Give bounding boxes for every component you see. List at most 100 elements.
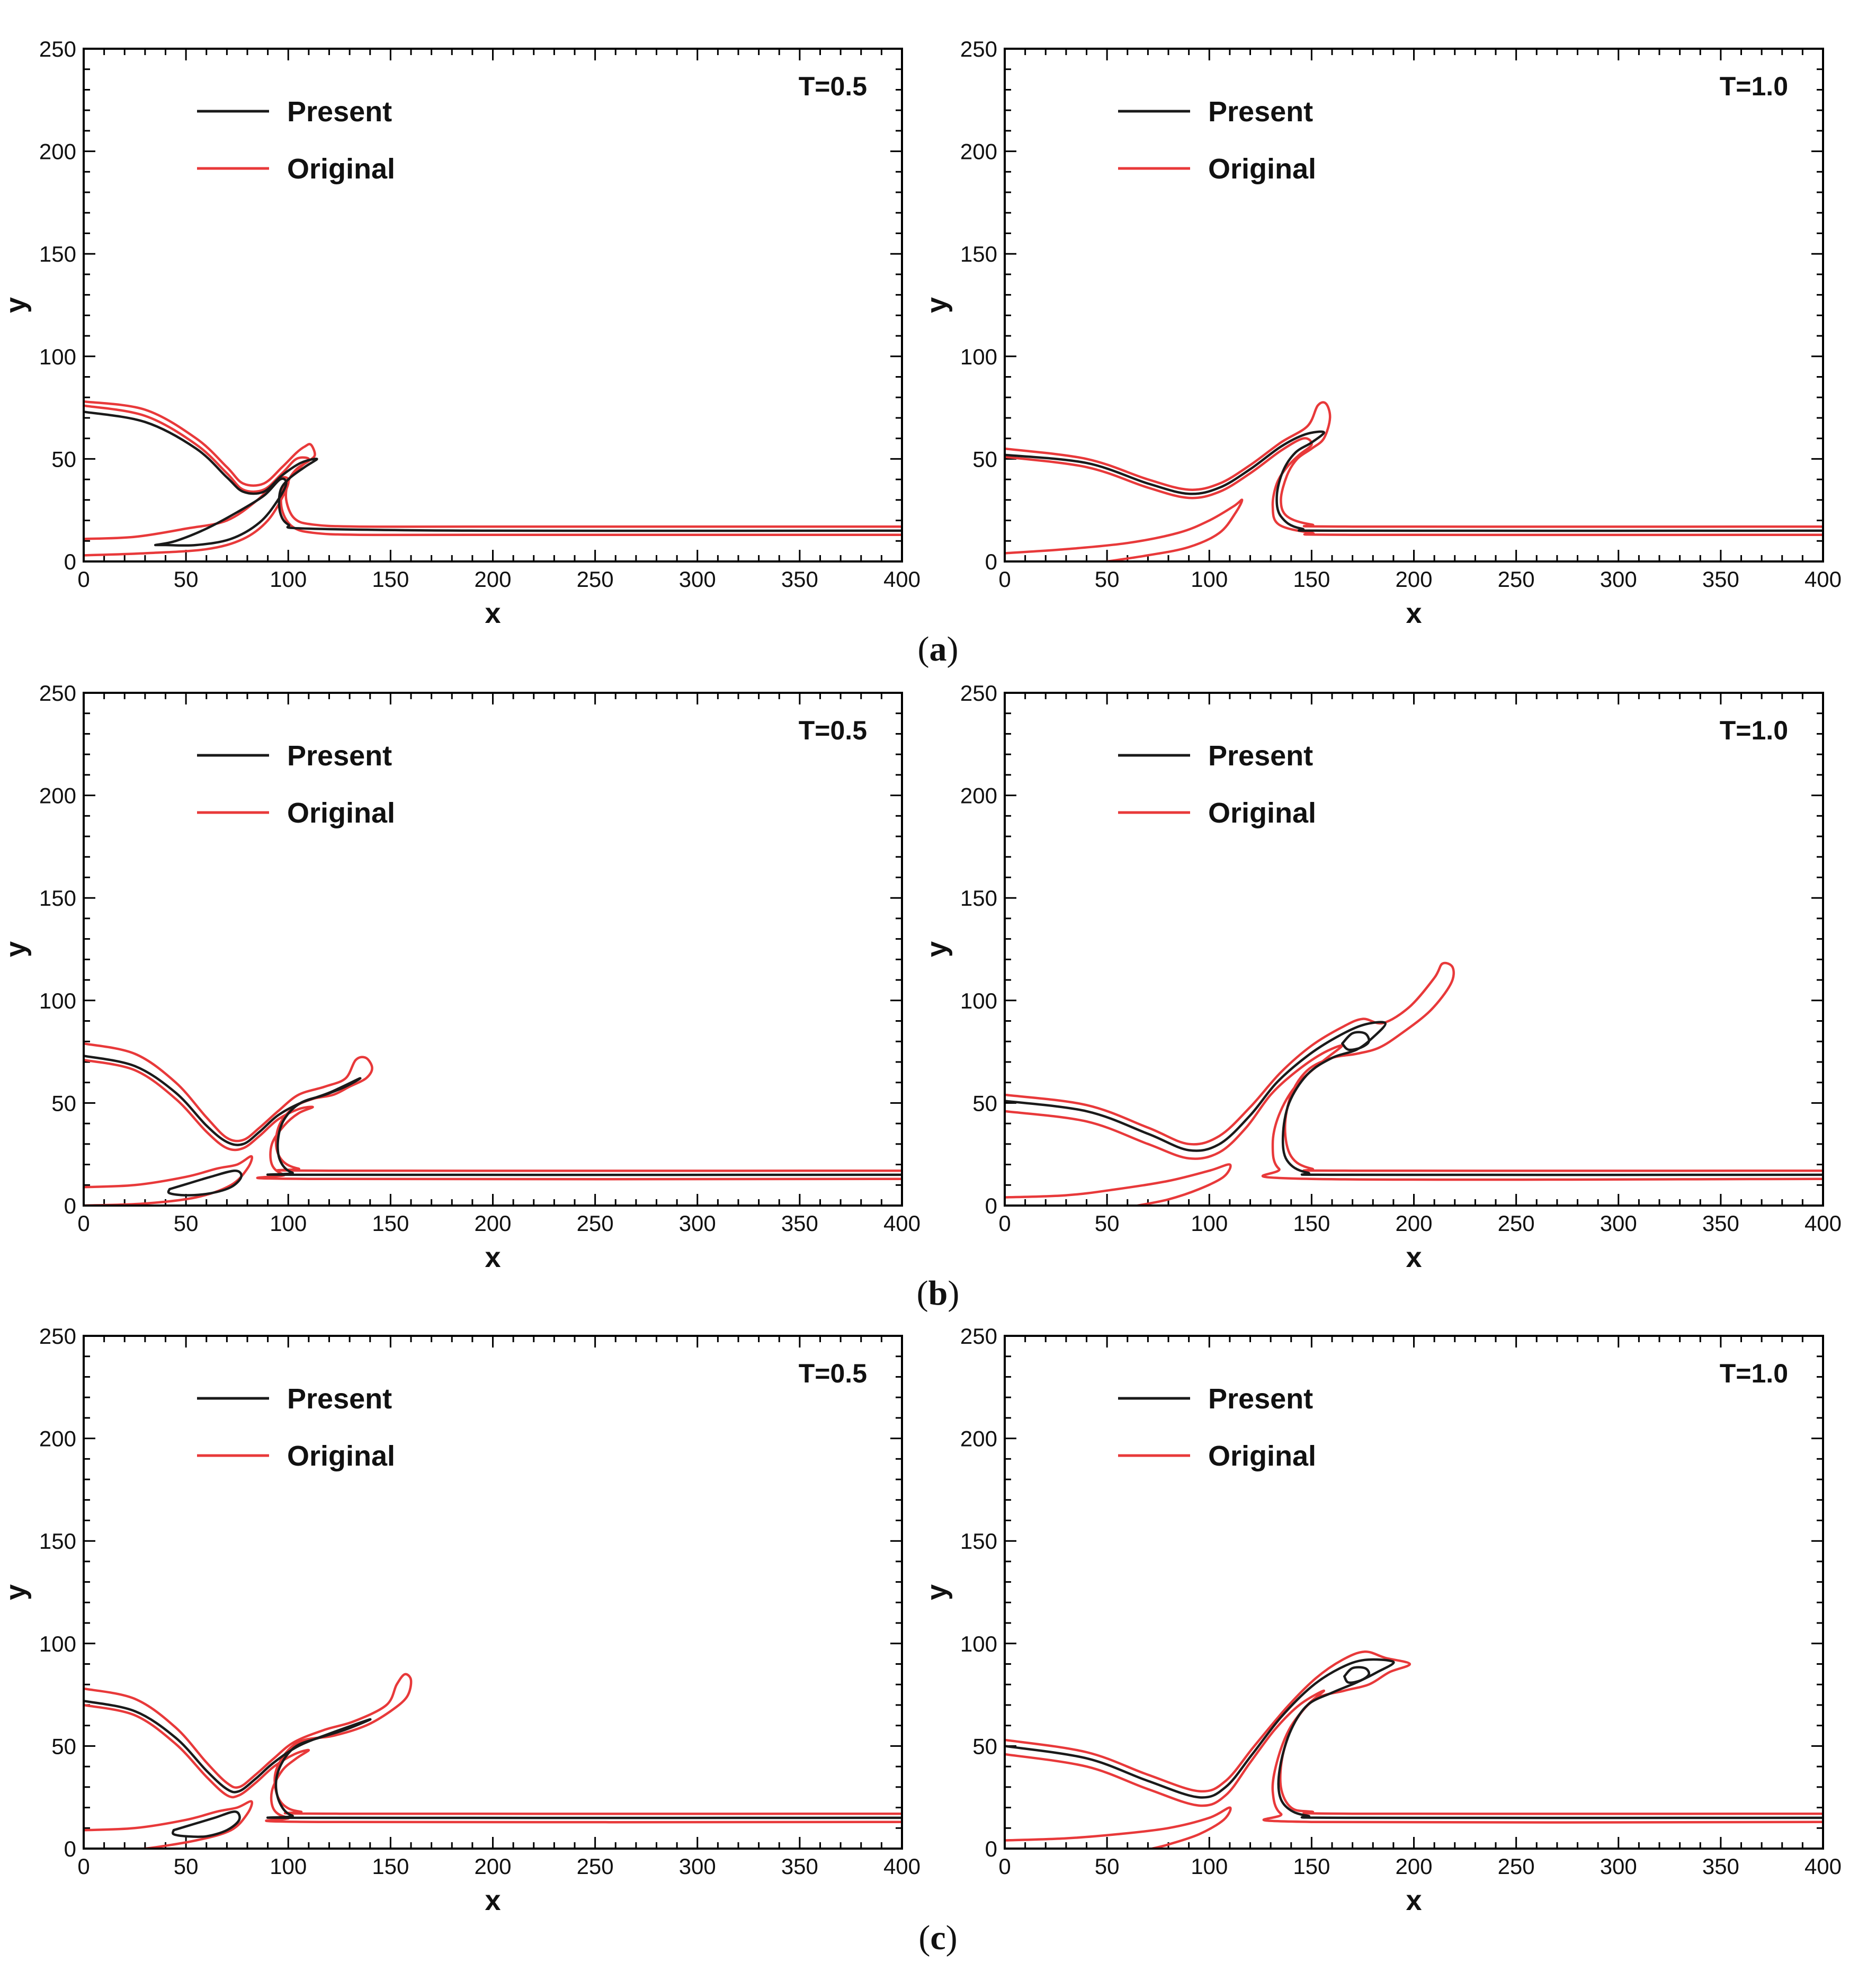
contour-line-original <box>84 1673 902 1815</box>
contour-line-original <box>1005 961 1823 1172</box>
contour-line-present <box>1005 1658 1823 1819</box>
contour-line-present <box>1343 1666 1370 1684</box>
y-tick-label: 50 <box>51 447 76 471</box>
curves <box>84 1042 902 1206</box>
x-tick-label: 150 <box>1293 567 1330 592</box>
y-axis-label: y <box>0 1584 32 1600</box>
y-tick-label: 50 <box>51 1091 76 1116</box>
x-tick-label: 200 <box>474 1211 511 1236</box>
x-tick-label: 150 <box>372 1211 409 1236</box>
contour-line-present <box>171 1810 241 1839</box>
y-tick-label: 150 <box>960 1529 997 1554</box>
legend-label-original: Original <box>1208 797 1316 829</box>
contour-line-original <box>84 1042 902 1172</box>
legend-label-present: Present <box>1208 96 1313 128</box>
y-tick-label: 150 <box>960 242 997 266</box>
x-tick-label: 200 <box>474 1854 511 1879</box>
legend-label-present: Present <box>1208 740 1313 772</box>
contour-line-original <box>84 1058 902 1181</box>
contour-line-original <box>1005 401 1823 528</box>
x-tick-label: 150 <box>1293 1854 1330 1879</box>
contour-line-present <box>154 477 288 547</box>
time-annotation: T=1.0 <box>1720 716 1788 745</box>
contour-line-original <box>1005 1806 1232 1849</box>
y-tick-label: 0 <box>985 1193 997 1218</box>
y-tick-label: 100 <box>960 988 997 1013</box>
x-tick-label: 0 <box>998 567 1011 592</box>
x-tick-label: 100 <box>270 1211 307 1236</box>
contour-line-original <box>84 1703 902 1824</box>
x-tick-label: 0 <box>998 1211 1011 1236</box>
series-original <box>1005 1650 1823 1849</box>
time-annotation: T=0.5 <box>799 716 867 745</box>
x-tick-label: 350 <box>1702 1211 1739 1236</box>
chart-panel-a-right: 0 50 100 150 200 250 300 350 400 0 50 100 150 200 250 x… <box>921 37 1842 629</box>
contour-line-original <box>84 400 902 528</box>
y-tick-label: 0 <box>64 1836 76 1861</box>
y-tick-label: 100 <box>960 344 997 369</box>
x-tick-label: 200 <box>1395 1211 1432 1236</box>
x-tick-label: 100 <box>270 1854 307 1879</box>
legend-label-present: Present <box>1208 1383 1313 1415</box>
legend: Present Original <box>1118 96 1316 185</box>
panels-layer: 0 50 100 150 200 250 300 350 400 0 50 100 150 200 250 x… <box>0 37 1842 1916</box>
x-tick-label: 400 <box>883 1854 921 1879</box>
x-tick-label: 400 <box>1804 1854 1842 1879</box>
x-axis-label: x <box>1406 1885 1422 1916</box>
y-tick-label: 200 <box>960 1426 997 1451</box>
y-tick-label: 150 <box>39 886 76 911</box>
x-axis-label: x <box>485 1885 501 1916</box>
x-tick-label: 150 <box>372 1854 409 1879</box>
contour-line-original <box>1005 1163 1232 1206</box>
x-tick-label: 300 <box>1600 1854 1637 1879</box>
contour-line-present <box>84 1699 902 1819</box>
x-tick-label: 0 <box>77 1854 90 1879</box>
chart-panel-b-left: 0 50 100 150 200 250 300 350 400 0 50 100 150 200 250 x… <box>0 681 921 1273</box>
y-tick-label: 50 <box>972 1091 997 1116</box>
contour-line-present <box>1341 1031 1370 1051</box>
chart-panel-a-left: 0 50 100 150 200 250 300 350 400 0 50 100 150 200 250 x… <box>0 37 921 629</box>
x-tick-label: 400 <box>883 1211 921 1236</box>
chart-panel-c-right: 0 50 100 150 200 250 300 350 400 0 50 100 150 200 250 x… <box>921 1324 1842 1916</box>
contour-line-present <box>84 1055 902 1176</box>
contour-line-original <box>84 1800 253 1849</box>
x-tick-label: 50 <box>174 1211 199 1236</box>
chart-panel-c-left: 0 50 100 150 200 250 300 350 400 0 50 100 150 200 250 x… <box>0 1324 921 1916</box>
series-original <box>84 1673 902 1849</box>
curves <box>1005 961 1823 1206</box>
x-tick-label: 50 <box>1095 1854 1120 1879</box>
y-tick-label: 200 <box>39 783 76 808</box>
y-tick-label: 150 <box>39 1529 76 1554</box>
x-tick-label: 100 <box>1191 567 1228 592</box>
y-tick-label: 0 <box>64 1193 76 1218</box>
plot-frame <box>1004 1335 1824 1850</box>
y-tick-label: 100 <box>39 344 76 369</box>
curves <box>1005 1650 1823 1849</box>
series-original <box>84 1042 902 1206</box>
contour-line-original <box>84 404 902 537</box>
y-axis-label: y <box>921 941 953 957</box>
legend-label-original: Original <box>287 797 395 829</box>
series-present <box>84 1055 902 1197</box>
series-present <box>1005 1658 1823 1819</box>
y-tick-label: 200 <box>960 139 997 164</box>
x-tick-label: 50 <box>1095 567 1120 592</box>
legend-label-original: Original <box>1208 153 1316 185</box>
curves <box>84 1673 902 1849</box>
contour-line-original <box>1005 1650 1823 1815</box>
curves <box>84 400 902 557</box>
x-tick-label: 250 <box>577 567 614 592</box>
legend: Present Original <box>197 740 395 829</box>
legend-label-present: Present <box>287 740 392 772</box>
x-axis-label: x <box>1406 1242 1422 1273</box>
plot-frame <box>83 1335 903 1850</box>
caption-a: (a) <box>918 630 959 668</box>
series-original <box>1005 961 1823 1206</box>
x-tick-label: 50 <box>1095 1211 1120 1236</box>
series-present <box>84 1699 902 1839</box>
contour-line-present <box>84 411 902 532</box>
series-original <box>1005 401 1823 561</box>
x-tick-label: 100 <box>270 567 307 592</box>
x-tick-label: 250 <box>1498 567 1535 592</box>
